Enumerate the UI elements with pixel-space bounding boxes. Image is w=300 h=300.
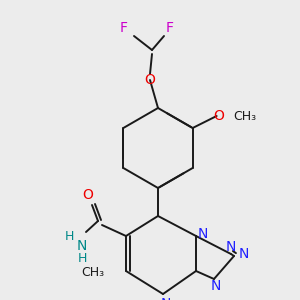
- Text: H: H: [77, 251, 87, 265]
- Text: N: N: [161, 297, 171, 300]
- Text: CH₃: CH₃: [81, 266, 104, 280]
- Text: O: O: [213, 109, 224, 123]
- Text: N: N: [198, 227, 208, 241]
- Text: H: H: [64, 230, 74, 242]
- Text: N: N: [226, 240, 236, 254]
- Text: N: N: [239, 247, 249, 261]
- Text: O: O: [145, 73, 155, 87]
- Text: N: N: [211, 279, 221, 293]
- Text: F: F: [166, 21, 174, 35]
- Text: N: N: [77, 239, 87, 253]
- Text: O: O: [82, 188, 93, 202]
- Text: CH₃: CH₃: [233, 110, 256, 122]
- Text: F: F: [120, 21, 128, 35]
